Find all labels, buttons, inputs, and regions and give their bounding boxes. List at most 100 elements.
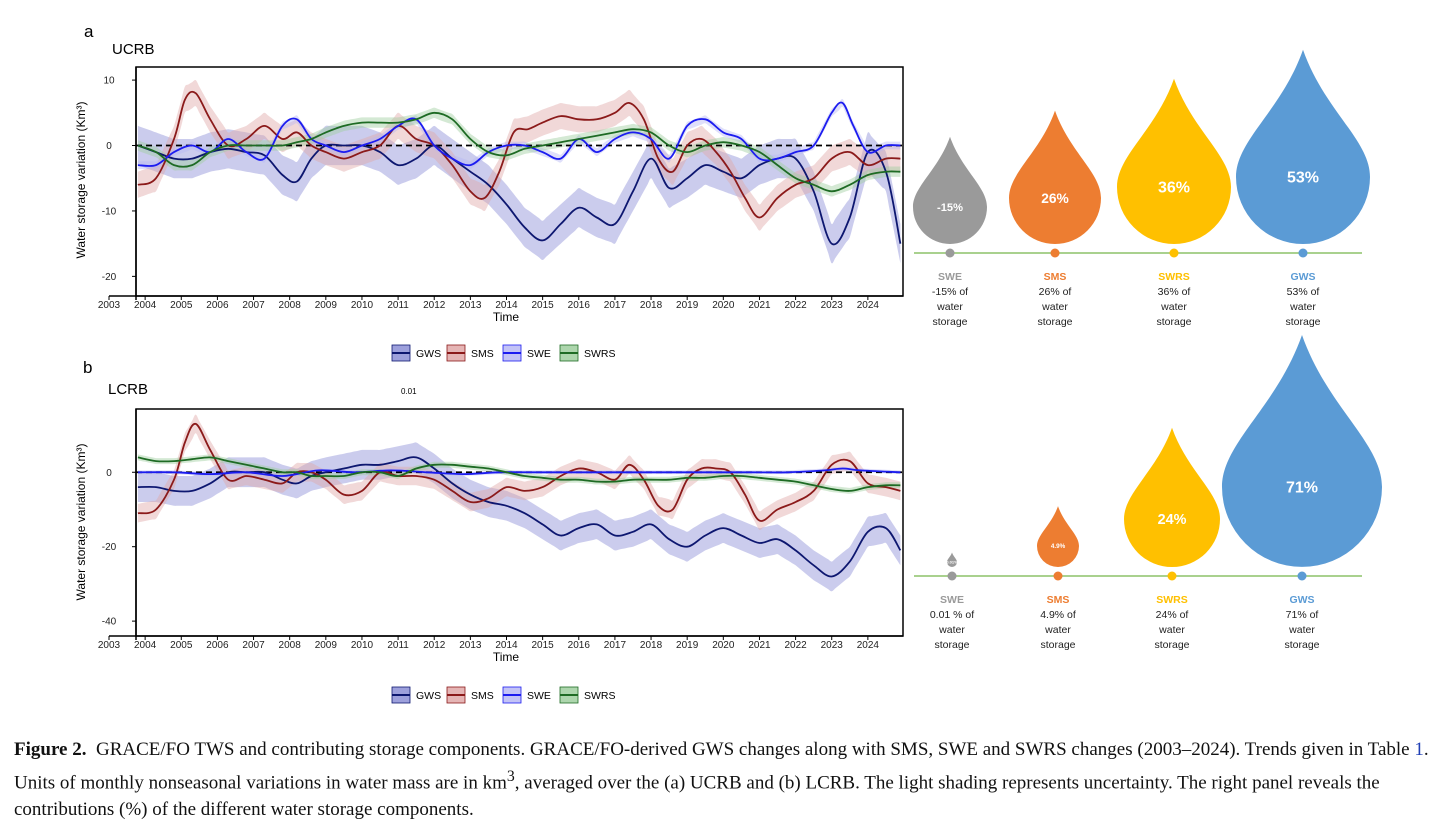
y-axis-label: Water storage variation (Km³) <box>74 444 88 601</box>
series-line-swrs <box>137 111 901 193</box>
drop-label-sms: 26% <box>1041 191 1069 206</box>
contributions-lcrb: 0.01% SWE 0.01 % of water storage 4.9% SMS 4.9%… <box>914 335 1382 651</box>
timeline-dot-swe <box>947 571 957 581</box>
x-tick-label: 2006 <box>206 640 229 651</box>
x-tick-label: 2003 <box>98 300 121 311</box>
contributions-ucrb: -15% SWE -15% of water storage 26% SMS 26% of wa… <box>913 49 1370 328</box>
x-tick-label: 2016 <box>568 640 591 651</box>
timeline-dot-swe <box>945 248 955 258</box>
band-gws <box>137 125 901 264</box>
component-desc-gws: 53% of <box>1287 286 1320 298</box>
x-tick-label: 2022 <box>784 640 807 651</box>
component-name-swe: SWE <box>940 594 964 606</box>
x-axis-label: Time <box>493 310 520 324</box>
legend-label-sms: SMS <box>471 348 494 360</box>
component-desc-swrs: water <box>1160 301 1187 313</box>
x-tick-label: 2009 <box>315 300 338 311</box>
x-tick-label: 2019 <box>676 640 699 651</box>
x-tick-label: 2010 <box>351 300 374 311</box>
y-tick-label: -20 <box>102 542 117 553</box>
drop-sms <box>1037 506 1079 567</box>
band-swrs <box>137 454 901 494</box>
x-tick-label: 2020 <box>712 300 735 311</box>
x-tick-label: 2008 <box>279 300 302 311</box>
x-tick-label: 2004 <box>134 300 157 311</box>
x-tick-label: 2014 <box>495 640 518 651</box>
x-tick-label: 2006 <box>206 300 229 311</box>
component-name-sms: SMS <box>1047 594 1070 606</box>
component-name-swe: SWE <box>938 271 962 283</box>
chart-lcrb: LCRB 2003 2004 2005 2006 2007 2008 2009 2010 2011… <box>74 381 904 704</box>
timeline-dot-sms <box>1050 248 1060 258</box>
caption-table-ref[interactable]: 1 <box>1414 739 1424 760</box>
x-tick-label: 2004 <box>134 640 157 651</box>
x-tick-label: 2015 <box>532 640 555 651</box>
y-tick-label: -20 <box>102 272 117 283</box>
component-desc-sms: storage <box>1037 316 1072 328</box>
component-desc-sms: 26% of <box>1039 286 1072 298</box>
stray-label: 0.01 <box>401 387 417 396</box>
x-tick-label: 2018 <box>640 300 663 311</box>
x-tick-label: 2013 <box>459 640 482 651</box>
drop-sms <box>1009 110 1101 244</box>
component-desc-swe: -15% of <box>932 286 968 298</box>
series-line-sms <box>137 422 901 522</box>
caption-part1: GRACE/FO TWS and contributing storage co… <box>95 739 1415 760</box>
drop-swe <box>947 552 957 567</box>
caption-part3: , averaged over the (a) UCRB and (b) LCR… <box>14 772 1380 821</box>
component-name-swrs: SWRS <box>1156 594 1188 606</box>
drop-label-swrs: 24% <box>1158 512 1187 528</box>
component-desc-gws: storage <box>1285 316 1320 328</box>
component-desc-sms: storage <box>1040 639 1075 651</box>
series-line-swe <box>137 101 901 167</box>
component-desc-gws: storage <box>1284 639 1319 651</box>
component-desc-sms: 4.9% of <box>1040 609 1076 621</box>
drop-label-swe: 0.01% <box>946 559 958 564</box>
x-tick-label: 2021 <box>748 640 771 651</box>
legend-label-swe: SWE <box>527 348 551 360</box>
component-desc-swrs: 24% of <box>1156 609 1189 621</box>
legend-label-gws: GWS <box>416 348 441 360</box>
x-tick-label: 2016 <box>568 300 591 311</box>
caption-label: Figure 2. <box>14 739 87 760</box>
x-tick-label: 2008 <box>279 640 302 651</box>
drop-swrs <box>1124 427 1220 567</box>
x-tick-label: 2014 <box>495 300 518 311</box>
legend-label-swrs: SWRS <box>584 690 616 702</box>
panel-label-b: b <box>83 358 92 377</box>
chart-ucrb: UCRB 2003 2004 2005 2006 2007 2008 2009 2010 2011… <box>74 41 904 362</box>
component-desc-sms: water <box>1041 301 1068 313</box>
x-tick-label: 2007 <box>242 300 265 311</box>
plot-area <box>136 414 903 592</box>
x-tick-label: 2021 <box>748 300 771 311</box>
x-tick-label: 2019 <box>676 300 699 311</box>
x-tick-label: 2010 <box>351 640 374 651</box>
x-tick-label: 2022 <box>784 300 807 311</box>
timeline-dot-sms <box>1053 571 1063 581</box>
x-tick-label: 2020 <box>712 640 735 651</box>
component-desc-sms: water <box>1044 624 1071 636</box>
x-tick-label: 2011 <box>387 640 409 651</box>
component-name-swrs: SWRS <box>1158 271 1190 283</box>
legend-label-swe: SWE <box>527 690 551 702</box>
drop-label-gws: 53% <box>1287 170 1319 187</box>
component-name-sms: SMS <box>1044 271 1067 283</box>
component-desc-swrs: storage <box>1154 639 1189 651</box>
x-tick-label: 2018 <box>640 640 663 651</box>
x-tick-label: 2009 <box>315 640 338 651</box>
x-tick-label: 2024 <box>857 300 880 311</box>
band-swrs <box>137 107 901 197</box>
y-tick-label: 10 <box>103 76 115 87</box>
timeline-dot-gws <box>1298 248 1308 258</box>
drop-label-swrs: 36% <box>1158 180 1190 197</box>
component-name-gws: GWS <box>1289 594 1314 606</box>
component-desc-swe: water <box>938 624 965 636</box>
drop-swrs <box>1117 78 1231 244</box>
timeline-dot-swrs <box>1167 571 1177 581</box>
x-tick-label: 2003 <box>98 640 121 651</box>
chart-title: LCRB <box>108 381 148 398</box>
drop-label-gws: 71% <box>1286 480 1318 497</box>
x-tick-label: 2013 <box>459 300 482 311</box>
drop-label-swe: -15% <box>937 202 963 214</box>
